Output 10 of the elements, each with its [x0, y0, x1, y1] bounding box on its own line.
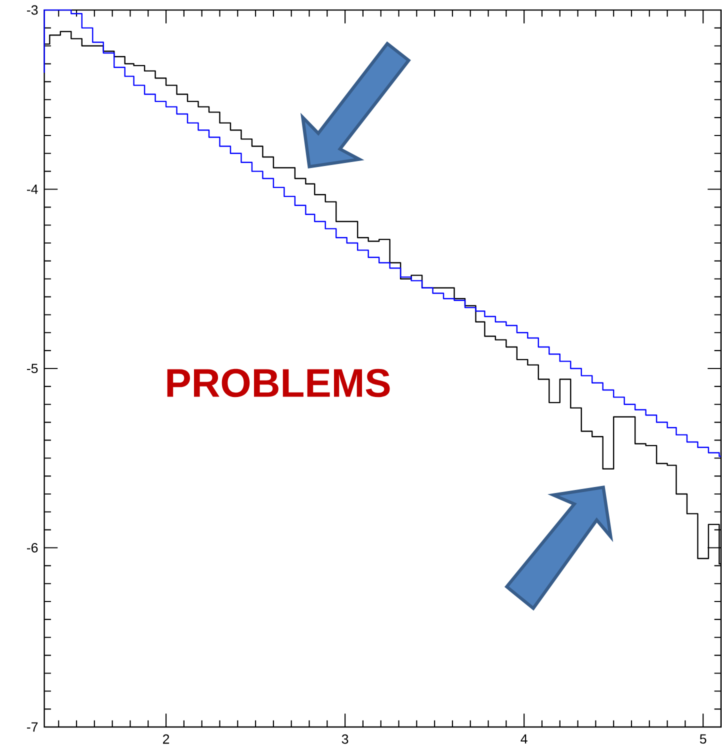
y-tick-label: -6: [26, 543, 38, 552]
y-tick-label: -3: [26, 5, 38, 15]
x-tick-label: 5: [700, 734, 706, 744]
x-tick-label: 4: [520, 734, 528, 744]
y-tick-label: -7: [26, 722, 38, 732]
y-tick-label: -5: [26, 364, 38, 374]
y-tick-label: -4: [26, 184, 38, 194]
annotation: PROBLEMS: [167, 368, 390, 398]
x-tick-label: 2: [162, 734, 170, 744]
x-tick-label: 3: [342, 734, 348, 744]
